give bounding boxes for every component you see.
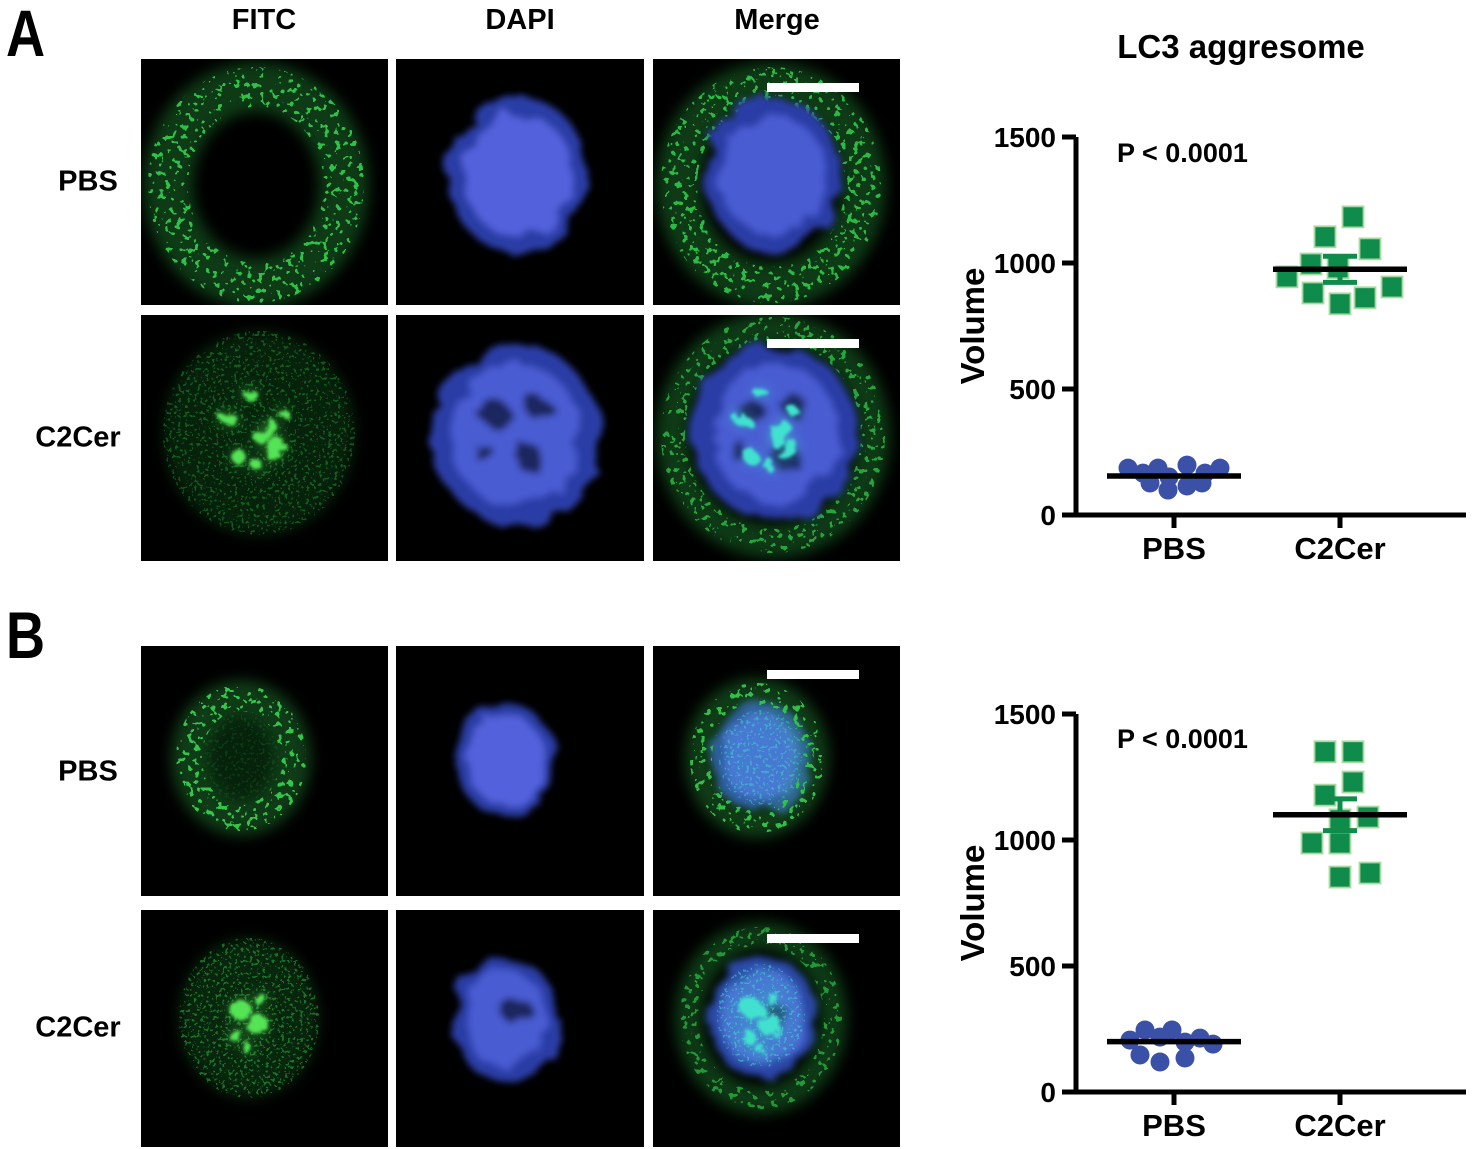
scatter-point <box>1177 476 1197 496</box>
micro-b-pbs-merge <box>653 646 900 896</box>
p-value-annotation: P < 0.0001 <box>1117 724 1248 754</box>
scatter-point <box>1313 783 1337 807</box>
chart-a: 0 500 1000 1500 PBS C2Cer LC3 aggresome P < 0.0… <box>954 28 1466 566</box>
row-label-b-pbs: PBS <box>58 755 118 788</box>
column-header-merge: Merge <box>734 4 820 36</box>
scale-bar <box>767 339 859 348</box>
y-tick-label: 500 <box>1009 374 1056 405</box>
scatter-point <box>1341 770 1365 794</box>
scatter-point <box>1158 480 1178 500</box>
y-tick-label: 1500 <box>994 122 1056 153</box>
micro-b-c2cer-merge <box>653 910 900 1147</box>
x-category-label: PBS <box>1142 1108 1206 1143</box>
scale-bar <box>767 934 859 943</box>
panel-b-letter: B <box>6 598 46 672</box>
scatter-point <box>1380 275 1404 299</box>
micro-b-c2cer-fitc <box>141 910 388 1147</box>
scatter-point <box>1328 865 1352 889</box>
micro-b-pbs-dapi <box>396 646 644 896</box>
column-header-fitc: FITC <box>231 4 297 36</box>
micro-b-c2cer-dapi <box>396 910 644 1147</box>
y-tick-label: 0 <box>1040 1077 1056 1108</box>
micro-a-c2cer-merge <box>653 315 900 561</box>
column-header-dapi: DAPI <box>485 4 555 36</box>
y-tick-label: 1000 <box>994 248 1056 279</box>
series-pbs <box>1107 455 1241 500</box>
scatter-point <box>1175 1048 1195 1068</box>
scatter-point <box>1313 225 1337 249</box>
y-tick-label: 1000 <box>994 825 1056 856</box>
series-c2cer <box>1273 205 1407 316</box>
panel-a-letter: A <box>6 0 46 70</box>
y-tick-label: 0 <box>1040 500 1056 531</box>
row-label-a-pbs: PBS <box>58 165 118 198</box>
p-value-annotation: P < 0.0001 <box>1117 138 1248 168</box>
y-axis-label: Volume <box>954 845 991 962</box>
scatter-point <box>1341 205 1365 229</box>
y-tick-label: 1500 <box>994 699 1056 730</box>
x-category-label: C2Cer <box>1294 1108 1385 1143</box>
scatter-point <box>1341 740 1365 764</box>
x-category-label: PBS <box>1142 531 1206 566</box>
chart-b: 0 500 1000 1500 PBS C2Cer P < 0.0001 Volume <box>954 699 1466 1143</box>
scatter-point <box>1328 292 1352 316</box>
scatter-point <box>1313 740 1337 764</box>
scatter-point <box>1210 458 1230 478</box>
micro-a-pbs-merge <box>653 59 900 305</box>
scale-bar <box>767 670 859 679</box>
row-label-a-c2cer: C2Cer <box>35 421 121 454</box>
x-category-label: C2Cer <box>1294 531 1385 566</box>
micro-a-c2cer-fitc <box>141 315 388 561</box>
scatter-point <box>1118 458 1138 478</box>
series-c2cer <box>1273 740 1407 889</box>
micro-a-pbs-fitc <box>141 59 388 305</box>
micro-b-pbs-fitc <box>141 646 388 896</box>
scatter-point <box>1150 1052 1170 1072</box>
series-pbs <box>1107 1020 1241 1072</box>
y-tick-label: 500 <box>1009 951 1056 982</box>
chart-title: LC3 aggresome <box>1117 28 1365 65</box>
scatter-point <box>1328 831 1352 855</box>
scatter-point <box>1353 286 1377 310</box>
scatter-point <box>1301 281 1325 305</box>
scatter-point <box>1358 861 1382 885</box>
row-label-b-c2cer: C2Cer <box>35 1011 121 1044</box>
micro-a-c2cer-dapi <box>396 315 644 561</box>
scatter-point <box>1135 1020 1155 1040</box>
scatter-point <box>1300 831 1324 855</box>
y-axis-label: Volume <box>954 268 991 385</box>
micro-a-pbs-dapi <box>396 59 644 305</box>
scatter-point <box>1162 1020 1182 1040</box>
scatter-point <box>1130 1045 1150 1065</box>
scale-bar <box>767 83 859 92</box>
scatter-point <box>1358 237 1382 261</box>
scatter-point <box>1177 455 1197 475</box>
